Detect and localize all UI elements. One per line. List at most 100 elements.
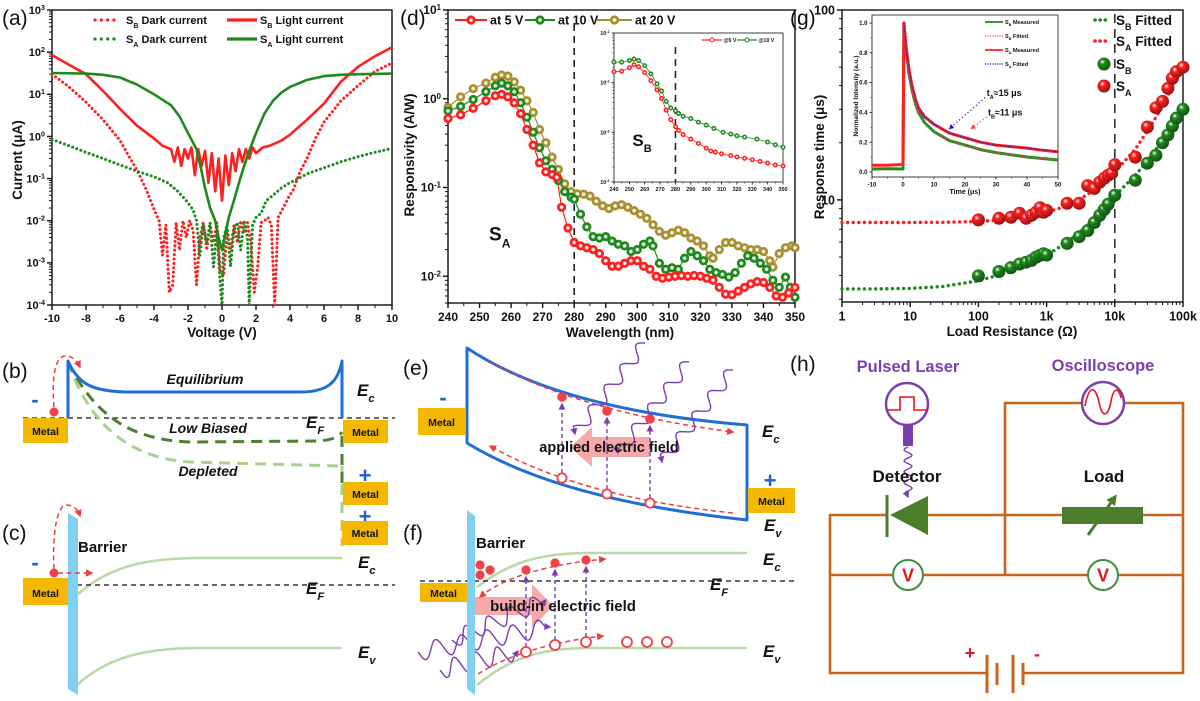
variable-resistor-arrow	[1086, 494, 1117, 536]
hole-drift-arrow	[488, 445, 734, 514]
data-point	[720, 129, 726, 135]
legend-label: at 20 V	[635, 14, 676, 28]
hole	[661, 636, 673, 648]
data-point	[686, 246, 696, 257]
x-tick-label: 20	[962, 183, 969, 189]
hole	[556, 472, 568, 484]
tick-exponent: -1	[606, 30, 609, 34]
data-point	[642, 213, 652, 223]
time-constant-label: tA≈15 μs	[987, 88, 1022, 101]
metal-label: Metal	[352, 427, 379, 439]
positive-terminal-sign: +	[764, 468, 777, 493]
legend-entry: @10 V	[737, 37, 775, 44]
applied-field-label: applied electric field	[539, 440, 678, 456]
data-point	[668, 105, 674, 111]
y-axis-label-d: Responsivity (A/W)	[402, 93, 417, 216]
tick-exponent: -1	[434, 180, 442, 189]
x-axis-label-g: Load Resistance (Ω)	[947, 324, 1078, 339]
tick-exponent: 2	[41, 46, 45, 54]
label-text: ≈15 μs	[994, 88, 1022, 98]
data-point	[708, 148, 714, 154]
data-point	[663, 107, 669, 113]
legend-label: SB Measured	[1005, 20, 1040, 27]
label-symbol: S	[1005, 48, 1009, 54]
voltmeter-symbol: V	[902, 566, 914, 586]
data-point	[765, 282, 775, 293]
label-symbol: S	[1116, 57, 1125, 72]
panel-h-circuit-diagram: (h) Pulsed Laser Oscilloscope Detector L…	[790, 353, 1185, 693]
label-symbol: S	[1116, 13, 1125, 28]
data-point	[1108, 188, 1122, 202]
data-point	[654, 87, 660, 93]
hole	[601, 488, 613, 500]
data-point	[1128, 150, 1142, 164]
data-point	[680, 113, 686, 119]
x-tick-label: 10k	[1104, 310, 1125, 324]
legend-label: @10 V	[759, 38, 775, 44]
data-point	[730, 267, 740, 278]
legend-label: SA	[1116, 79, 1132, 98]
data-point	[695, 140, 702, 146]
legend-entry: @5 V	[702, 37, 737, 44]
conduction-band-curve	[76, 556, 342, 596]
data-point	[757, 158, 763, 164]
electron	[645, 414, 655, 424]
data-point	[528, 140, 538, 150]
data-point	[1156, 94, 1169, 108]
data-point	[654, 258, 665, 268]
tick-base: 10	[29, 47, 41, 59]
data-point	[645, 264, 655, 274]
data-point	[755, 258, 765, 268]
panel-a-iv-chart: (a) -10 -8 -6 -4 -2 0 2 4 6 8 1010-410-310-210-110…	[2, 4, 398, 340]
x-tick-label: 330	[722, 310, 742, 324]
series-line	[51, 46, 393, 202]
label-subscript: A	[1125, 43, 1132, 53]
data-point	[724, 272, 734, 282]
energy-symbol: E	[763, 550, 775, 569]
data-point	[534, 158, 545, 168]
data-point	[654, 81, 660, 87]
legend-entry: SB Fitted	[985, 34, 1029, 41]
y-tick-label: 101	[29, 88, 45, 101]
y-tick-label: 101	[423, 3, 441, 18]
data-point	[728, 131, 734, 137]
data-point	[575, 209, 586, 219]
data-point	[642, 63, 648, 69]
x-tick-label: 280	[671, 187, 680, 193]
data-point	[585, 191, 595, 201]
label-text: Fitted	[1011, 34, 1028, 40]
y-tick-label: 100	[814, 3, 835, 17]
tick-base: 10	[600, 81, 606, 87]
applied-field-arrow	[570, 427, 650, 467]
data-point	[992, 265, 1006, 278]
legend-entry: at 10 V	[525, 14, 599, 28]
laser-beam-wave	[902, 446, 913, 499]
tick-base: 10	[26, 258, 38, 270]
low-biased-band-curve	[66, 361, 344, 444]
data-point	[569, 194, 579, 204]
valence-band-label: Ev	[763, 642, 781, 666]
label-subscript: A	[1009, 51, 1012, 55]
legend-marker	[609, 15, 620, 25]
conduction-band-label: Ec	[358, 553, 375, 577]
fermi-level-label: EF	[306, 413, 324, 437]
x-tick-label: 100	[968, 310, 989, 324]
barrier-label: Barrier	[78, 539, 127, 556]
x-tick-label: 280	[564, 310, 584, 324]
x-tick-label: 40	[1024, 183, 1031, 189]
data-point	[619, 68, 625, 74]
oscilloscope-icon	[1080, 380, 1126, 426]
legend-entry: SA Fitted	[985, 62, 1029, 69]
legend-label: SA Fitted	[1005, 62, 1029, 69]
tick-base: 10	[423, 92, 437, 106]
data-point	[761, 264, 772, 274]
x-tick-label: 270	[655, 187, 664, 193]
tick-exponent: 1	[437, 3, 442, 12]
energy-symbol: E	[763, 642, 775, 661]
data-point	[515, 108, 526, 119]
metal-contact-right-equilibrium	[343, 420, 388, 443]
energy-subscript: c	[773, 434, 779, 446]
data-point	[632, 256, 642, 266]
label-symbol: S	[1116, 79, 1125, 94]
laser-nozzle	[903, 425, 913, 446]
